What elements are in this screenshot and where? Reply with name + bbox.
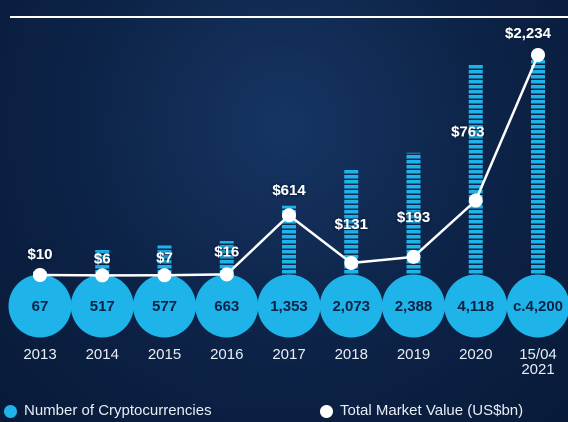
count-bubble (133, 274, 196, 338)
market-label: $10 (27, 246, 52, 263)
count-label: 4,118 (457, 298, 494, 315)
market-point (282, 208, 296, 223)
count-label: 663 (214, 298, 239, 315)
bar (468, 64, 483, 300)
legend-label: Total Market Value (US$bn) (340, 402, 524, 419)
count-label: 2,388 (395, 298, 433, 315)
count-bubble (70, 274, 134, 338)
count-label: 1,353 (270, 298, 308, 315)
count-label: 577 (152, 298, 177, 315)
x-tick-label: 2013 (23, 346, 57, 363)
market-point (33, 268, 47, 283)
bar (531, 60, 545, 300)
market-point (406, 249, 421, 264)
x-tick-label: 2019 (396, 346, 431, 363)
market-label: $614 (272, 182, 306, 199)
market-point (95, 268, 110, 283)
market-point (157, 268, 172, 283)
market-label: $7 (156, 249, 173, 266)
market-label: $6 (94, 250, 111, 267)
count-label: 517 (90, 298, 115, 315)
market-label: $193 (397, 209, 430, 226)
count-bubble (8, 274, 72, 338)
count-bubble (319, 274, 383, 338)
market-point (344, 256, 359, 271)
bar (406, 152, 421, 300)
legend-swatch (320, 405, 333, 418)
x-tick-label: 2015 (147, 346, 182, 363)
count-bubble (257, 274, 321, 338)
x-tick-label: 2014 (85, 346, 119, 363)
market-point (468, 193, 483, 208)
count-bubble (444, 274, 508, 338)
count-label: c.4,200 (513, 298, 563, 315)
x-tick-label: 2017 (272, 346, 306, 363)
market-label: $16 (214, 243, 239, 260)
x-tick-label: 2020 (459, 346, 493, 363)
market-label: $2,234 (505, 25, 552, 42)
count-bubble (506, 274, 568, 338)
count-bubble (195, 274, 259, 338)
x-tick-label: 2016 (210, 346, 244, 363)
x-tick-label: 15/04 2021 (519, 346, 557, 378)
count-label: 2,073 (332, 298, 370, 315)
market-label: $131 (335, 216, 368, 233)
market-point (219, 267, 234, 282)
legend-swatch (4, 405, 17, 418)
market-label: $763 (451, 123, 484, 140)
market-point (531, 48, 545, 62)
x-tick-label: 2018 (334, 346, 368, 363)
count-bubble (382, 274, 445, 338)
legend-label: Number of Cryptocurrencies (24, 402, 212, 419)
count-label: 67 (32, 298, 49, 315)
